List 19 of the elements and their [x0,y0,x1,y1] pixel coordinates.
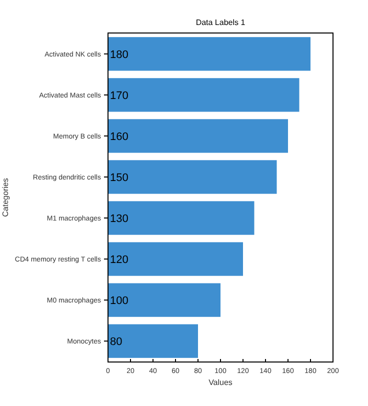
data-label: 170 [110,90,128,102]
bar [108,324,198,358]
data-label: 120 [110,254,128,266]
bar [108,119,288,153]
data-label: 150 [110,172,128,184]
data-label: 160 [110,130,128,143]
bar [108,283,220,317]
data-label: 180 [110,48,128,61]
data-label: 130 [110,212,128,225]
x-axis-title: Values [208,378,232,387]
bar [108,201,254,235]
bar [108,160,277,194]
y-axis-title: Categories [1,178,10,217]
bar [108,37,310,71]
data-label: 100 [110,294,128,307]
chart-title: Data Labels 1 [196,18,246,27]
bar [108,242,243,276]
data-label: 80 [110,336,122,348]
bar [108,78,300,112]
